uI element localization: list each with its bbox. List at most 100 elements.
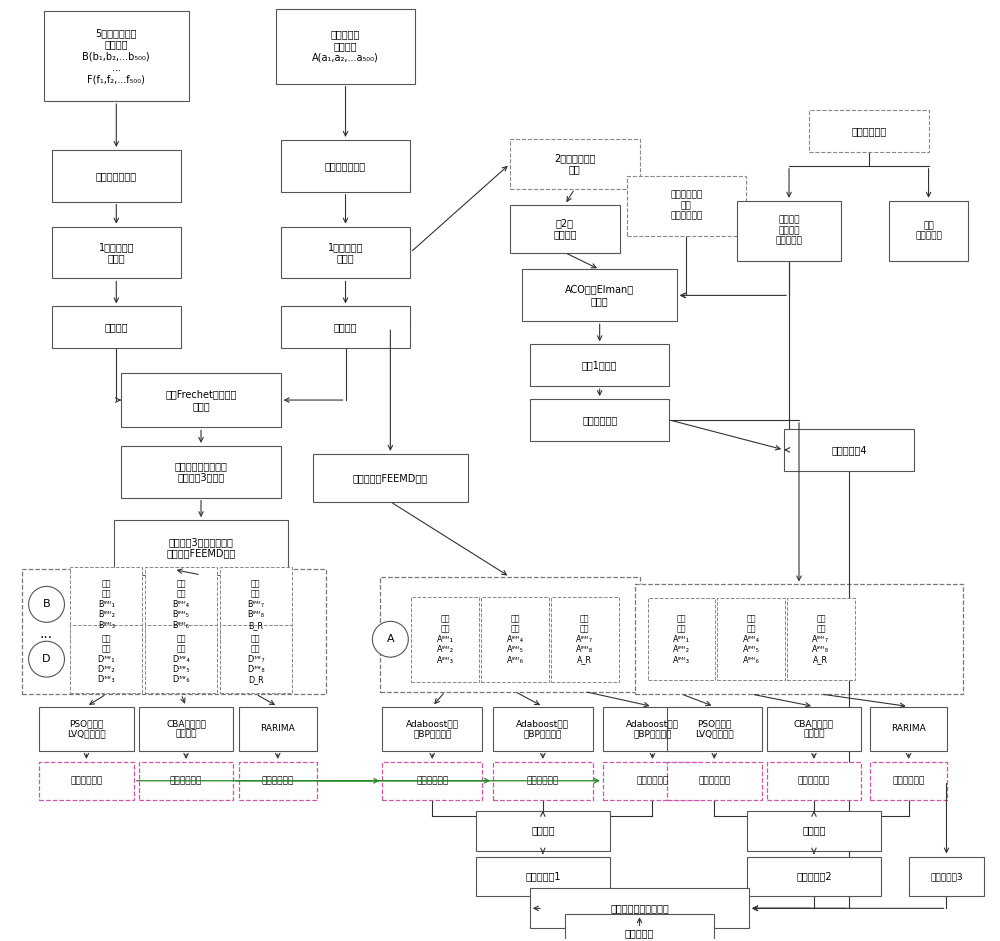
Text: 第2层
低频分量: 第2层 低频分量 <box>553 217 577 239</box>
Text: Adaboost优化
的BP神经网络: Adaboost优化 的BP神经网络 <box>626 719 679 739</box>
Bar <box>281 140 410 192</box>
Text: 低频部分: 低频部分 <box>105 322 128 332</box>
Text: 中频
序列
Aᴵᴹᶠ₄
Aᴵᴹᶠ₅
Aᴵᴹᶠ₆: 中频 序列 Aᴵᴹᶠ₄ Aᴵᴹᶠ₅ Aᴵᴹᶠ₆ <box>506 614 523 664</box>
Text: 1层深度的小
波分解: 1层深度的小 波分解 <box>328 242 363 263</box>
Bar <box>380 577 640 692</box>
Text: 5个辅助测风站
风速数据
B(b₁,b₂,...b₅₀₀)
...
F(f₁,f₂,...f₅₀₀): 5个辅助测风站 风速数据 B(b₁,b₂,...b₅₀₀) ... F(f₁,f… <box>82 28 150 85</box>
Text: 超前多步预测: 超前多步预测 <box>798 776 830 786</box>
Bar <box>22 569 326 694</box>
Bar <box>239 707 317 751</box>
Bar <box>313 454 468 502</box>
Text: 对数据进行FEEMD分解: 对数据进行FEEMD分解 <box>353 472 428 483</box>
Text: 中频
序列
Bᴵᴹᶠ₄
Bᴵᴹᶠ₅
Bᴵᴹᶠ₆: 中频 序列 Bᴵᴹᶠ₄ Bᴵᴹᶠ₅ Bᴵᴹᶠ₆ <box>173 579 190 630</box>
Bar <box>870 762 947 800</box>
Text: 高频
序列
Aᴵᴹᶠ₁
Aᴵᴹᶠ₂
Aᴵᴹᶠ₃: 高频 序列 Aᴵᴹᶠ₁ Aᴵᴹᶠ₂ Aᴵᴹᶠ₃ <box>437 614 454 664</box>
Bar <box>70 625 142 694</box>
Bar <box>603 762 702 800</box>
Text: 低频
序列
Dᴵᴹᶠ₇
Dᴵᴹᶠ₈
D_R: 低频 序列 Dᴵᴹᶠ₇ Dᴵᴹᶠ₈ D_R <box>247 634 265 684</box>
Bar <box>39 762 134 800</box>
Bar <box>411 597 479 681</box>
Bar <box>52 307 181 348</box>
Bar <box>648 598 715 680</box>
Text: 低频
序列
Aᴵᴹᶠ₇
Aᴵᴹᶠ₈
A_R: 低频 序列 Aᴵᴹᶠ₇ Aᴵᴹᶠ₈ A_R <box>576 614 593 664</box>
Bar <box>39 707 134 751</box>
Text: 超前多步预测: 超前多步预测 <box>416 776 448 786</box>
Bar <box>551 597 619 681</box>
Text: 改进的贝叶斯组合模型: 改进的贝叶斯组合模型 <box>610 903 669 914</box>
Text: 风速
（预测値）: 风速 （预测値） <box>915 221 942 240</box>
Circle shape <box>29 586 64 622</box>
Bar <box>239 762 317 800</box>
Bar <box>493 762 593 800</box>
Text: 2层深度的小波
分解: 2层深度的小波 分解 <box>554 153 595 175</box>
Text: 风速预测創2: 风速预测創2 <box>796 871 832 882</box>
Bar <box>909 856 984 897</box>
Text: 通过Frechet距离判断
显著性: 通过Frechet距离判断 显著性 <box>165 390 237 411</box>
Bar <box>44 11 189 101</box>
Bar <box>530 888 749 928</box>
Text: 对选出的3个辅助测风站
数据进行FEEMD分解: 对选出的3个辅助测风站 数据进行FEEMD分解 <box>166 536 236 558</box>
Text: 高频
序列
Bᴵᴹᶠ₁
Bᴵᴹᶠ₂
Bᴵᴹᶠ₃: 高频 序列 Bᴵᴹᶠ₁ Bᴵᴹᶠ₂ Bᴵᴹᶠ₃ <box>98 579 115 630</box>
Bar <box>784 429 914 470</box>
Bar <box>220 567 292 642</box>
Bar <box>70 567 142 642</box>
Bar <box>276 8 415 84</box>
Text: 汇总计算: 汇总计算 <box>531 825 555 836</box>
Text: 无迹卡尔曼滤波: 无迹卡尔曼滤波 <box>325 161 366 171</box>
Text: 超前多步预测: 超前多步预测 <box>892 776 925 786</box>
Text: Adaboost优化
的BP神经网络: Adaboost优化 的BP神经网络 <box>516 719 569 739</box>
Text: CBA优化的极
限学习机: CBA优化的极 限学习机 <box>166 719 206 739</box>
Bar <box>530 344 669 386</box>
Text: 气压、湿
度、气温
（预测値）: 气压、湿 度、气温 （预测値） <box>776 215 802 246</box>
Circle shape <box>372 621 408 657</box>
Text: 超前多步预测: 超前多步预测 <box>698 776 730 786</box>
Bar <box>889 200 968 261</box>
Bar <box>510 205 620 252</box>
Text: 选出辅助测风站显著
性最大前3组数据: 选出辅助测风站显著 性最大前3组数据 <box>175 461 227 483</box>
Text: RARIMA: RARIMA <box>891 725 926 733</box>
Bar <box>52 227 181 279</box>
Text: 中频
序列
Dᴵᴹᶠ₄
Dᴵᴹᶠ₅
Dᴵᴹᶠ₆: 中频 序列 Dᴵᴹᶠ₄ Dᴵᴹᶠ₅ Dᴵᴹᶠ₆ <box>172 634 190 684</box>
Text: 数値天气预报: 数値天气预报 <box>851 126 886 136</box>
Bar <box>220 625 292 694</box>
Text: CBA优化的极
限学习机: CBA优化的极 限学习机 <box>794 719 834 739</box>
Bar <box>145 625 217 694</box>
Bar <box>121 373 281 427</box>
Text: A: A <box>387 634 394 645</box>
Text: 超前多步预测: 超前多步预测 <box>262 776 294 786</box>
Bar <box>603 707 702 751</box>
Text: 低频
序列
Aᴵᴹᶠ₇
Aᴵᴹᶠ₈
A_R: 低频 序列 Aᴵᴹᶠ₇ Aᴵᴹᶠ₈ A_R <box>812 614 829 664</box>
Text: 1层深度的小
波分解: 1层深度的小 波分解 <box>99 242 134 263</box>
Text: PSO优化的
LVQ神经网络: PSO优化的 LVQ神经网络 <box>67 719 106 739</box>
Text: 超前多步预测: 超前多步预测 <box>70 776 103 786</box>
Text: 超前多步预测: 超前多步预测 <box>582 415 617 425</box>
Bar <box>114 520 288 575</box>
Bar <box>787 598 855 680</box>
Bar <box>382 707 482 751</box>
Text: 低频
序列
Bᴵᴹᶠ₇
Bᴵᴹᶠ₈
B_R: 低频 序列 Bᴵᴹᶠ₇ Bᴵᴹᶠ₈ B_R <box>247 579 264 630</box>
Circle shape <box>29 641 64 678</box>
Bar <box>382 762 482 800</box>
Text: Adaboost优化
的BP神经网络: Adaboost优化 的BP神经网络 <box>406 719 459 739</box>
Bar <box>667 762 762 800</box>
Text: 高频
序列
Aᴵᴹᶠ₁
Aᴵᴹᶠ₂
Aᴵᴹᶠ₃: 高频 序列 Aᴵᴹᶠ₁ Aᴵᴹᶠ₂ Aᴵᴹᶠ₃ <box>673 614 690 664</box>
Text: 风速预测値: 风速预测値 <box>625 928 654 938</box>
Text: 风速预测創3: 风速预测創3 <box>930 872 963 881</box>
Bar <box>510 139 640 189</box>
Bar <box>145 567 217 642</box>
Bar <box>627 176 746 235</box>
Bar <box>121 446 281 498</box>
Bar <box>476 810 610 851</box>
Text: 超前多步预测: 超前多步预测 <box>170 776 202 786</box>
Text: B: B <box>43 599 50 610</box>
Text: 风速预测創1: 风速预测創1 <box>525 871 561 882</box>
Bar <box>717 598 785 680</box>
Bar <box>565 915 714 941</box>
Bar <box>747 856 881 897</box>
Bar <box>493 707 593 751</box>
Text: 超前1步预测: 超前1步预测 <box>582 360 617 370</box>
Text: 汇总计算: 汇总计算 <box>802 825 826 836</box>
Text: RARIMA: RARIMA <box>260 725 295 733</box>
Text: 气压、湿度、
气温
（实测数据）: 气压、湿度、 气温 （实测数据） <box>670 191 702 220</box>
Text: 风速预测創4: 风速预测創4 <box>831 445 867 455</box>
